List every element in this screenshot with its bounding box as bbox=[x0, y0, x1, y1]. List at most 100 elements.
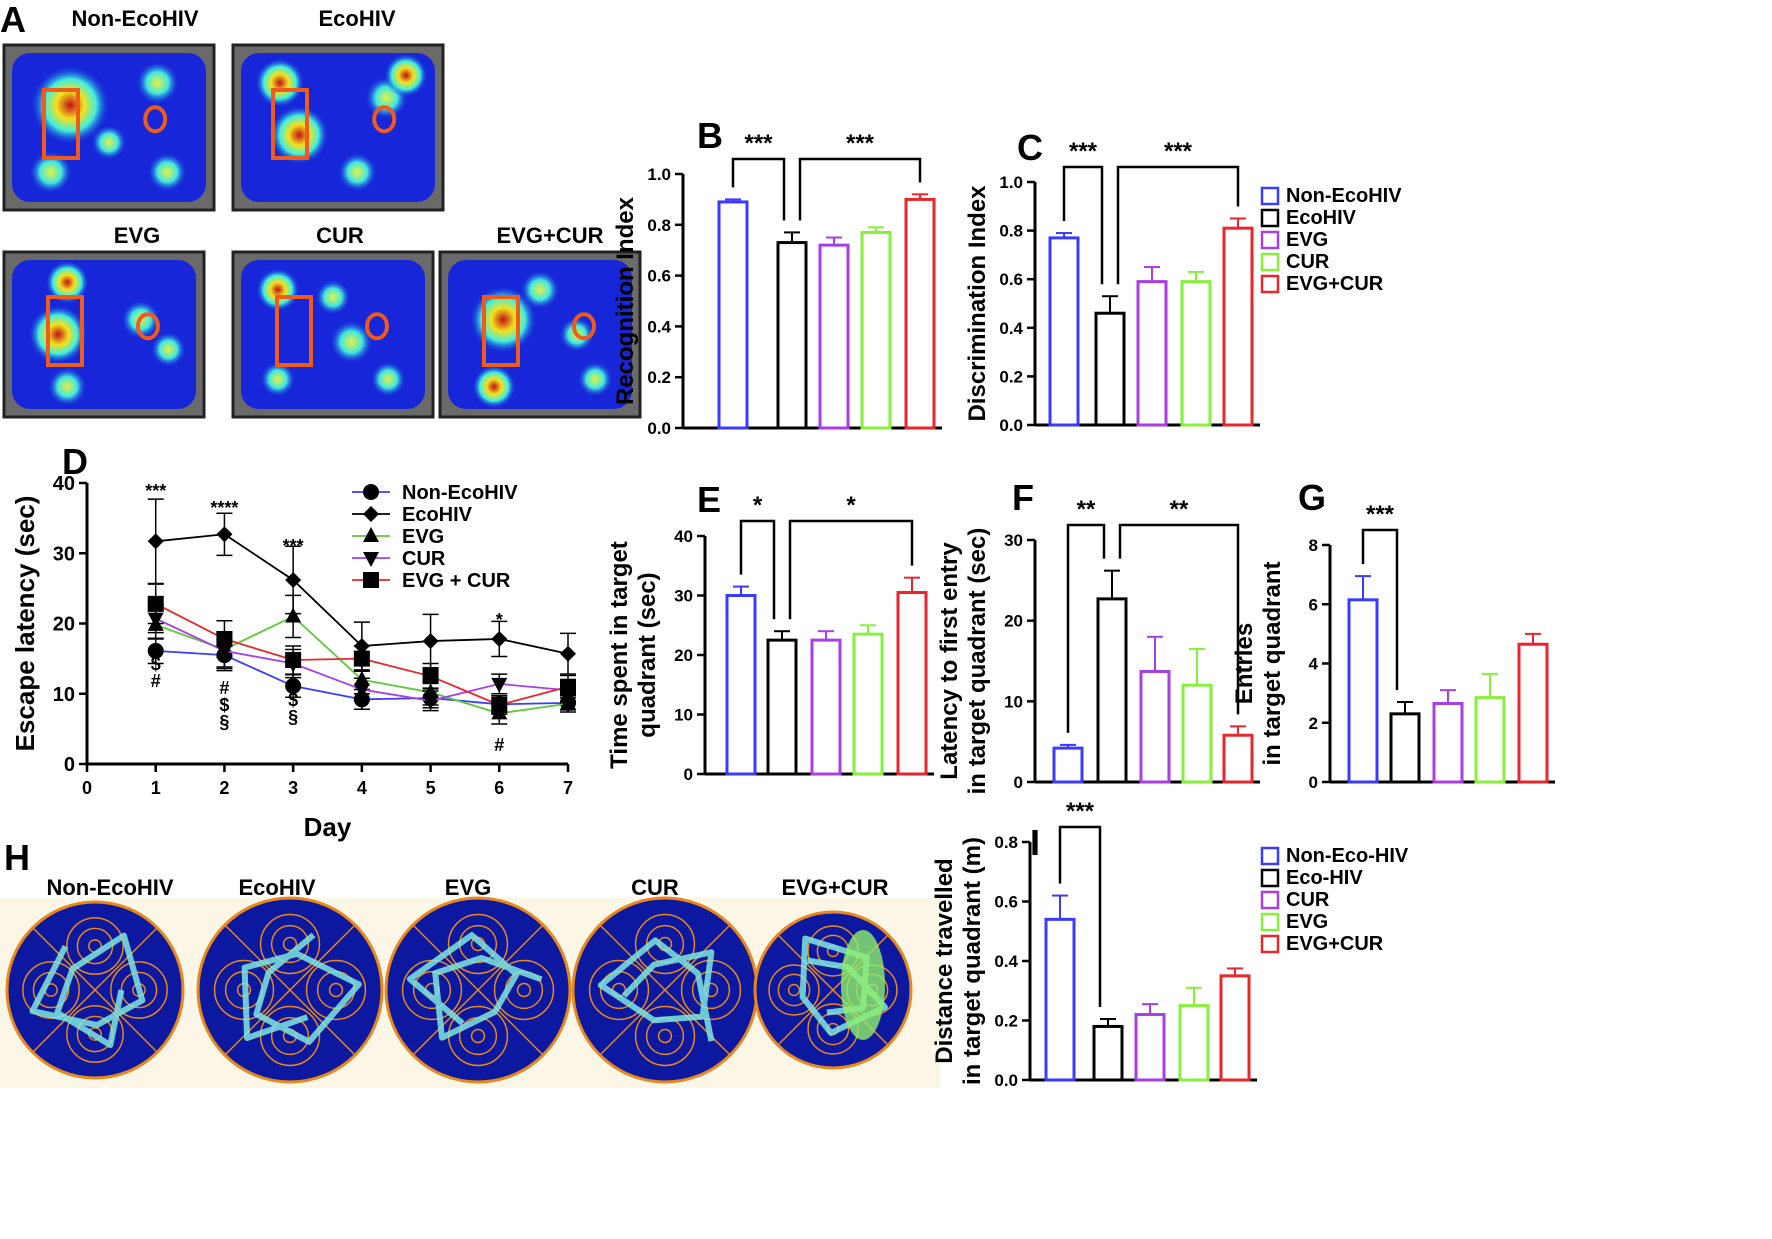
marker-square bbox=[353, 650, 370, 667]
y-tick-label: 10 bbox=[674, 706, 693, 725]
marker-square bbox=[491, 696, 508, 713]
heat-blob bbox=[30, 65, 111, 146]
track-plot-4 bbox=[753, 910, 913, 1070]
quadrant-line bbox=[32, 927, 158, 1053]
y-axis-label: Distance travelled bbox=[931, 858, 958, 1063]
track-label: EVG bbox=[445, 875, 491, 900]
heatmap-label: CUR bbox=[316, 223, 364, 248]
legend-swatch bbox=[1260, 274, 1280, 294]
y-tick-label: 20 bbox=[1004, 612, 1023, 631]
bar-EVG bbox=[1139, 669, 1171, 784]
marker-square bbox=[285, 652, 302, 669]
quadrant-ring bbox=[447, 913, 509, 975]
bar-CUR bbox=[860, 230, 892, 430]
marker-triangle-up bbox=[560, 694, 576, 710]
panel-letter-F: F bbox=[1012, 477, 1034, 518]
bar-chart-I bbox=[1022, 825, 1257, 1082]
bar-EVG bbox=[1136, 280, 1168, 427]
quadrant-ring bbox=[270, 1016, 310, 1056]
heatmap-1 bbox=[231, 43, 445, 212]
x-tick-label: 6 bbox=[494, 778, 504, 798]
heat-blob bbox=[577, 361, 614, 398]
legend-label: EVG+CUR bbox=[1286, 273, 1384, 295]
bar-EVG+CUR bbox=[1517, 642, 1549, 784]
marker-diamond bbox=[147, 533, 164, 550]
y-tick-label: 0.8 bbox=[647, 216, 671, 235]
y-axis-label: Time spent in target bbox=[606, 541, 633, 769]
heatmap-4 bbox=[438, 250, 642, 419]
x-tick-label: 5 bbox=[426, 778, 436, 798]
heat-blob bbox=[28, 150, 73, 195]
x-tick-label: 7 bbox=[563, 778, 573, 798]
y-axis-label: Recognition Index bbox=[612, 196, 639, 405]
marker-square bbox=[363, 572, 379, 588]
x-axis-label: Day bbox=[304, 812, 352, 842]
y-tick-label: 0.4 bbox=[647, 317, 671, 336]
y-tick-label: 20 bbox=[674, 646, 693, 665]
swim-path-dense bbox=[841, 930, 885, 1040]
bar-Non-EcoHIV bbox=[1048, 236, 1080, 427]
significance-label: # bbox=[219, 678, 229, 698]
y-axis-label: Latency to first entry bbox=[936, 542, 963, 780]
heatmap-label: Non-EcoHIV bbox=[71, 6, 198, 31]
y-tick-label: 30 bbox=[53, 543, 75, 565]
legend-label: Non-Eco-HIV bbox=[1286, 845, 1409, 867]
significance-label: *** bbox=[1366, 501, 1395, 528]
y-axis-label: Discrimination Index bbox=[964, 185, 991, 422]
legend-label: CUR bbox=[402, 548, 446, 570]
marker-square bbox=[147, 595, 164, 612]
swim-path bbox=[29, 932, 146, 1049]
y-tick-label: 20 bbox=[53, 614, 75, 636]
y-tick-label: 0 bbox=[684, 765, 693, 784]
heatmap-label: EVG bbox=[114, 223, 160, 248]
significance-bracket bbox=[739, 519, 776, 620]
heatmap-3 bbox=[231, 250, 435, 419]
marker-square bbox=[216, 630, 233, 647]
significance-label: § bbox=[219, 712, 229, 732]
y-tick-label: 0.4 bbox=[994, 952, 1018, 971]
y-tick-label: 2 bbox=[1309, 714, 1318, 733]
y-tick-label: 0.4 bbox=[999, 319, 1023, 338]
y-tick-label: 0.2 bbox=[999, 367, 1023, 386]
track-label: EcoHIV bbox=[238, 875, 315, 900]
quadrant-ring bbox=[470, 1028, 486, 1044]
legend-label: Eco-HIV bbox=[1286, 867, 1363, 889]
legend-label: EVG+CUR bbox=[1286, 933, 1384, 955]
bar-Eco-HIV bbox=[1092, 1024, 1124, 1082]
x-tick-label: 1 bbox=[151, 778, 161, 798]
track-plot-2 bbox=[384, 896, 572, 1084]
series-EcoHIV bbox=[147, 498, 576, 675]
bar-EVG+CUR bbox=[904, 197, 936, 430]
quadrant-ring bbox=[110, 961, 168, 1019]
significance-label: # bbox=[151, 671, 161, 691]
y-tick-label: 0.8 bbox=[994, 833, 1018, 852]
y-tick-label: 0 bbox=[1014, 773, 1023, 792]
y-tick-label: 0 bbox=[64, 754, 75, 776]
track-plot-3 bbox=[571, 896, 759, 1084]
bar-EcoHIV bbox=[1096, 597, 1128, 784]
legend-label: CUR bbox=[1286, 251, 1330, 273]
quadrant-ring bbox=[328, 982, 344, 998]
heat-blob bbox=[45, 260, 90, 305]
quadrant-ring bbox=[270, 924, 310, 964]
object-region-rect bbox=[46, 295, 84, 367]
significance-bracket bbox=[1058, 825, 1102, 1008]
y-tick-label: 30 bbox=[1004, 531, 1023, 550]
y-tick-label: 1.0 bbox=[999, 173, 1023, 192]
x-tick-label: 0 bbox=[82, 778, 92, 798]
object-region-rect bbox=[482, 295, 520, 367]
heat-blob bbox=[520, 269, 560, 310]
significance-bracket bbox=[1116, 165, 1240, 285]
legend-swatch bbox=[1260, 912, 1280, 932]
y-axis-label: in target quadrant bbox=[1259, 561, 1286, 765]
y-axis-label: in target quadrant (m) bbox=[959, 837, 986, 1085]
heat-blob bbox=[150, 331, 187, 368]
y-axis-label: in target quadrant (sec) bbox=[964, 528, 991, 795]
bar-chart-B bbox=[675, 157, 942, 430]
y-tick-label: 0.0 bbox=[994, 1071, 1018, 1090]
series-EVG + CUR bbox=[147, 583, 576, 715]
marker-circle bbox=[147, 642, 164, 659]
significance-label: * bbox=[496, 610, 503, 630]
bar-chart-C bbox=[1027, 165, 1260, 427]
legend-swatch bbox=[1260, 890, 1280, 910]
